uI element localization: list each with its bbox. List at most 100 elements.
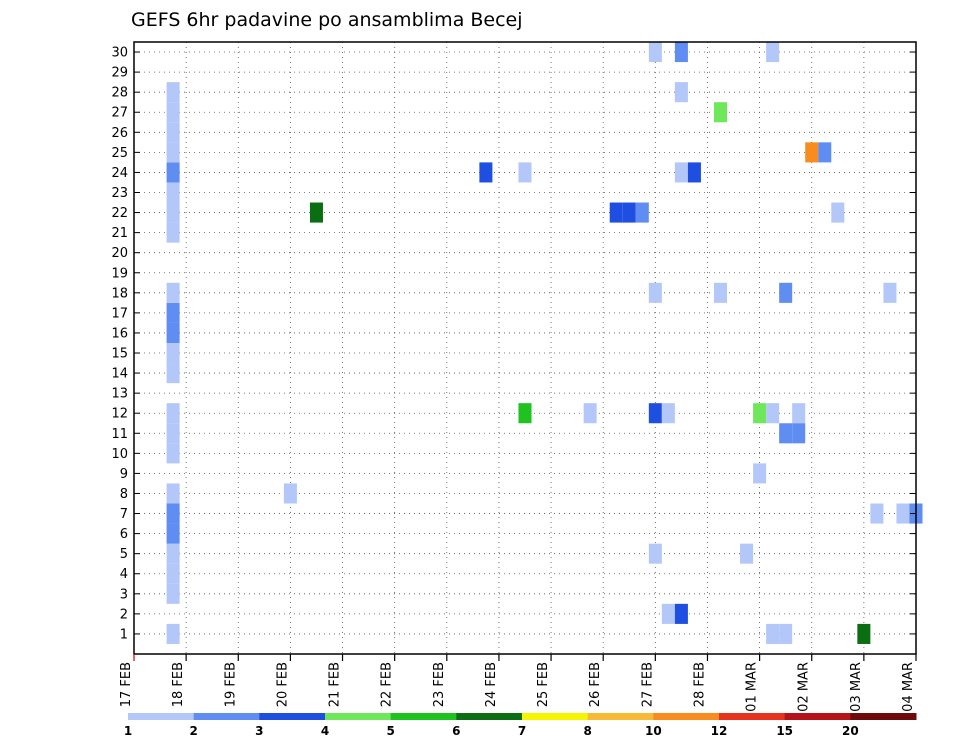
y-tick-label: 24 bbox=[111, 166, 128, 181]
heatmap-cell bbox=[753, 463, 767, 484]
heatmap-cell bbox=[166, 363, 180, 384]
heatmap-cell bbox=[166, 142, 180, 163]
y-tick-label: 22 bbox=[111, 206, 128, 221]
heatmap-cell bbox=[166, 202, 180, 223]
y-tick-label: 2 bbox=[120, 607, 128, 622]
heatmap-cell bbox=[661, 403, 675, 424]
heatmap-cell bbox=[166, 423, 180, 444]
y-tick-label: 13 bbox=[111, 387, 128, 402]
heatmap-cell bbox=[779, 623, 793, 644]
x-tick-label: 01 MAR bbox=[745, 662, 760, 712]
heatmap-cell bbox=[766, 42, 780, 63]
heatmap-cell bbox=[166, 302, 180, 323]
heatmap-cell bbox=[166, 563, 180, 584]
y-tick-label: 28 bbox=[111, 86, 128, 101]
heatmap-cell bbox=[674, 603, 688, 624]
heatmap-cell bbox=[883, 282, 897, 303]
y-tick-label: 18 bbox=[111, 286, 128, 301]
colorbar-label: 7 bbox=[518, 724, 526, 738]
colorbar-label: 8 bbox=[583, 724, 591, 738]
y-tick-label: 26 bbox=[111, 126, 128, 141]
heatmap-cell bbox=[766, 623, 780, 644]
colorbar-label: 12 bbox=[711, 724, 728, 738]
y-tick-label: 8 bbox=[120, 487, 128, 502]
heatmap-cell bbox=[166, 322, 180, 343]
heatmap-cell bbox=[713, 102, 728, 123]
colorbar-label: 5 bbox=[386, 724, 394, 738]
heatmap-cell bbox=[518, 403, 532, 424]
y-tick-label: 16 bbox=[111, 326, 128, 341]
heatmap-cell bbox=[674, 82, 688, 103]
heatmap-cell bbox=[818, 142, 832, 163]
heatmap-cell bbox=[166, 342, 180, 364]
heatmap-cell bbox=[479, 162, 493, 183]
y-tick-label: 10 bbox=[111, 447, 128, 462]
y-tick-label: 20 bbox=[111, 246, 128, 261]
colorbar-swatch bbox=[653, 713, 720, 720]
x-tick-label: 17 FEB bbox=[119, 662, 134, 707]
heatmap-cell bbox=[166, 82, 180, 103]
chart-title: GEFS 6hr padavine po ansamblima Becej bbox=[131, 9, 523, 31]
colorbar-label: 20 bbox=[842, 724, 859, 738]
colorbar-swatch bbox=[784, 713, 851, 720]
y-tick-label: 27 bbox=[111, 106, 128, 121]
y-tick-label: 4 bbox=[120, 567, 128, 582]
heatmap-cell bbox=[648, 543, 662, 564]
colorbar-label: 1 bbox=[124, 724, 132, 738]
x-tick-label: 23 FEB bbox=[432, 662, 447, 707]
heatmap-cell bbox=[805, 142, 819, 163]
heatmap-cell bbox=[635, 202, 649, 223]
y-tick-label: 12 bbox=[111, 407, 128, 422]
y-tick-label: 14 bbox=[111, 367, 128, 382]
y-tick-label: 17 bbox=[111, 306, 128, 321]
heatmap-cell bbox=[166, 483, 180, 504]
heatmap-cell bbox=[792, 423, 806, 444]
heatmap-cell bbox=[583, 403, 597, 424]
heatmap-cell bbox=[857, 623, 871, 644]
heatmap-cell bbox=[166, 122, 180, 143]
heatmap-cell bbox=[766, 403, 780, 424]
y-tick-label: 7 bbox=[120, 507, 128, 522]
x-tick-label: 26 FEB bbox=[588, 662, 603, 707]
y-tick-label: 25 bbox=[111, 146, 128, 161]
heatmap-cell bbox=[518, 162, 532, 183]
colorbar-label: 6 bbox=[452, 724, 460, 738]
colorbar-swatch bbox=[456, 713, 523, 720]
x-tick-label: 19 FEB bbox=[223, 662, 238, 707]
heatmap-cell bbox=[166, 182, 180, 203]
x-tick-label: 25 FEB bbox=[536, 662, 551, 707]
heatmap-cell bbox=[309, 202, 323, 223]
y-tick-label: 23 bbox=[111, 186, 128, 201]
heatmap-cell bbox=[166, 222, 180, 243]
x-axis: 17 FEB 18 FEB 19 FEB 20 FEB 21 FEB 22 FEB 23 F… bbox=[119, 654, 917, 712]
colorbar-swatch bbox=[259, 713, 326, 720]
colorbar-swatch bbox=[325, 713, 392, 720]
heatmap-cell bbox=[870, 503, 884, 524]
colorbar-swatch bbox=[390, 713, 457, 720]
x-tick-label: 28 FEB bbox=[693, 662, 708, 707]
colorbar-label: 10 bbox=[645, 724, 662, 738]
x-tick-label: 20 FEB bbox=[275, 662, 290, 707]
colorbar-label: 3 bbox=[255, 724, 263, 738]
heatmap-cell bbox=[674, 42, 688, 63]
heatmap-cell bbox=[674, 162, 688, 183]
heatmap-cell bbox=[779, 423, 793, 444]
grid-layer bbox=[134, 42, 917, 654]
x-tick-label: 24 FEB bbox=[484, 662, 499, 707]
y-tick-label: 29 bbox=[111, 66, 128, 81]
y-tick-label: 6 bbox=[120, 527, 128, 542]
heatmap-cell bbox=[609, 202, 623, 223]
heatmap-cell bbox=[622, 202, 636, 223]
heatmap-cell bbox=[166, 403, 180, 424]
colorbar-swatch bbox=[522, 713, 589, 720]
y-tick-label: 1 bbox=[120, 627, 128, 642]
x-tick-label: 21 FEB bbox=[328, 662, 343, 707]
heatmap-cell bbox=[166, 583, 180, 604]
colorbar-swatch bbox=[193, 713, 260, 720]
heatmap-cell bbox=[687, 162, 701, 183]
heatmap-cell bbox=[896, 503, 910, 524]
x-tick-label: 18 FEB bbox=[171, 662, 186, 707]
colorbar-swatch bbox=[850, 713, 917, 720]
heatmap-cell bbox=[166, 282, 180, 303]
